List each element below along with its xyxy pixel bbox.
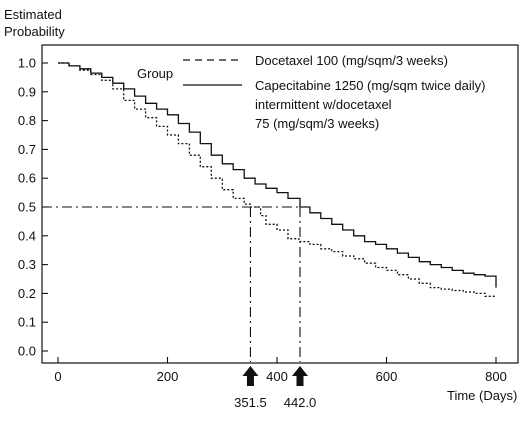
x-tick-label: 600 bbox=[376, 369, 398, 384]
y-tick-label: 0.0 bbox=[18, 344, 36, 359]
median-arrow-icon bbox=[291, 366, 308, 386]
median-arrow-icon bbox=[242, 366, 259, 386]
survival-curves bbox=[58, 62, 497, 297]
legend-entry-capecitabine-line-1: Capecitabine 1250 (mg/sqm twice daily) bbox=[255, 78, 486, 93]
y-tick-label: 0.7 bbox=[18, 142, 36, 157]
x-axis-title: Time (Days) bbox=[447, 388, 517, 403]
median-label: 351.5 bbox=[234, 395, 267, 410]
y-axis: 0.0 0.1 0.2 0.3 0.4 0.5 0.6 0.7 0.8 0.9 1.0 bbox=[18, 56, 48, 359]
x-tick-label: 0 bbox=[54, 369, 61, 384]
x-tick-label: 400 bbox=[266, 369, 288, 384]
median-reference-lines bbox=[42, 206, 301, 362]
y-tick-label: 0.1 bbox=[18, 315, 36, 330]
y-tick-label: 0.8 bbox=[18, 113, 36, 128]
y-tick-label: 0.4 bbox=[18, 228, 36, 243]
legend: Group Docetaxel 100 (mg/sqm/3 weeks) Cap… bbox=[137, 53, 486, 131]
legend-entry-docetaxel: Docetaxel 100 (mg/sqm/3 weeks) bbox=[255, 53, 448, 68]
legend-entry-capecitabine-line-2: intermittent w/docetaxel bbox=[255, 97, 392, 112]
x-axis: 0 200 400 600 800 bbox=[54, 357, 507, 384]
median-label: 442.0 bbox=[284, 395, 317, 410]
x-tick-label: 800 bbox=[485, 369, 507, 384]
y-tick-label: 0.6 bbox=[18, 171, 36, 186]
y-tick-label: 0.5 bbox=[18, 200, 36, 215]
median-markers: 351.5 442.0 bbox=[234, 366, 316, 410]
y-axis-title-line-2: Probability bbox=[4, 24, 65, 39]
y-axis-title-line-1: Estimated bbox=[4, 7, 62, 22]
plot-frame bbox=[41, 44, 519, 364]
legend-title: Group bbox=[137, 66, 173, 81]
series-capecitabine-line bbox=[58, 62, 497, 288]
y-tick-label: 0.2 bbox=[18, 286, 36, 301]
y-tick-label: 1.0 bbox=[18, 56, 36, 71]
x-tick-label: 200 bbox=[157, 369, 179, 384]
legend-entry-capecitabine-line-3: 75 (mg/sqm/3 weeks) bbox=[255, 116, 379, 131]
y-tick-label: 0.9 bbox=[18, 84, 36, 99]
y-tick-label: 0.3 bbox=[18, 257, 36, 272]
